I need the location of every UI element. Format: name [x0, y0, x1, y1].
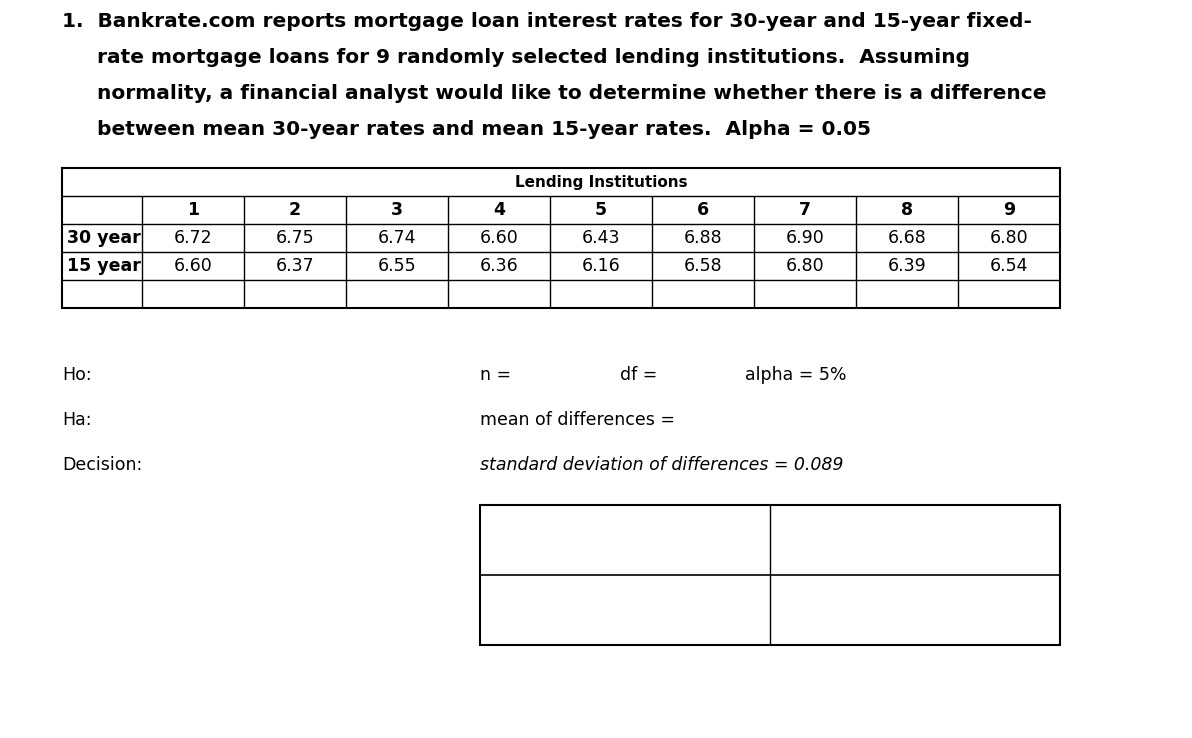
Text: 7: 7 [799, 201, 811, 219]
Bar [62, 168, 1060, 308]
Text: Lending Institutions: Lending Institutions [515, 174, 688, 190]
Bar [480, 505, 1060, 645]
Text: normality, a financial analyst would like to determine whether there is a differ: normality, a financial analyst would lik… [62, 84, 1047, 103]
Text: standard deviation of differences = 0.089: standard deviation of differences = 0.08… [480, 456, 844, 474]
Text: 6.54: 6.54 [989, 257, 1029, 275]
Text: 5: 5 [595, 201, 607, 219]
Text: 6.80: 6.80 [989, 229, 1029, 247]
Text: 15 year: 15 year [67, 257, 141, 275]
Text: 6: 6 [697, 201, 709, 219]
Text: n =: n = [480, 366, 511, 384]
Text: 2: 2 [288, 201, 302, 219]
Text: between mean 30-year rates and mean 15-year rates.  Alpha = 0.05: between mean 30-year rates and mean 15-y… [62, 120, 871, 139]
Text: Ha:: Ha: [62, 411, 92, 429]
Text: 6.74: 6.74 [378, 229, 416, 247]
Text: 6.90: 6.90 [786, 229, 825, 247]
Text: 6.16: 6.16 [582, 257, 620, 275]
Text: 8: 8 [901, 201, 913, 219]
Text: 6.88: 6.88 [684, 229, 722, 247]
Text: 6.75: 6.75 [275, 229, 315, 247]
Text: alpha = 5%: alpha = 5% [745, 366, 846, 384]
Text: 3: 3 [391, 201, 403, 219]
Text: 6.58: 6.58 [684, 257, 722, 275]
Text: Ho:: Ho: [62, 366, 92, 384]
Text: 1.  Bankrate.com reports mortgage loan interest rates for 30-year and 15-year fi: 1. Bankrate.com reports mortgage loan in… [62, 12, 1032, 31]
Text: rate mortgage loans for 9 randomly selected lending institutions.  Assuming: rate mortgage loans for 9 randomly selec… [62, 48, 970, 67]
Text: 4: 4 [493, 201, 505, 219]
Text: df =: df = [620, 366, 657, 384]
Text: Decision:: Decision: [62, 456, 142, 474]
Text: mean of differences =: mean of differences = [480, 411, 675, 429]
Text: 6.68: 6.68 [888, 229, 926, 247]
Text: 6.60: 6.60 [479, 229, 519, 247]
Text: 1: 1 [187, 201, 199, 219]
Text: 6.72: 6.72 [174, 229, 212, 247]
Text: 6.36: 6.36 [479, 257, 519, 275]
Text: 6.55: 6.55 [378, 257, 416, 275]
Text: 9: 9 [1002, 201, 1016, 219]
Text: 6.60: 6.60 [174, 257, 212, 275]
Text: 30 year: 30 year [67, 229, 141, 247]
Text: 6.39: 6.39 [888, 257, 926, 275]
Text: 6.43: 6.43 [582, 229, 620, 247]
Text: 6.37: 6.37 [275, 257, 315, 275]
Text: 6.80: 6.80 [786, 257, 825, 275]
